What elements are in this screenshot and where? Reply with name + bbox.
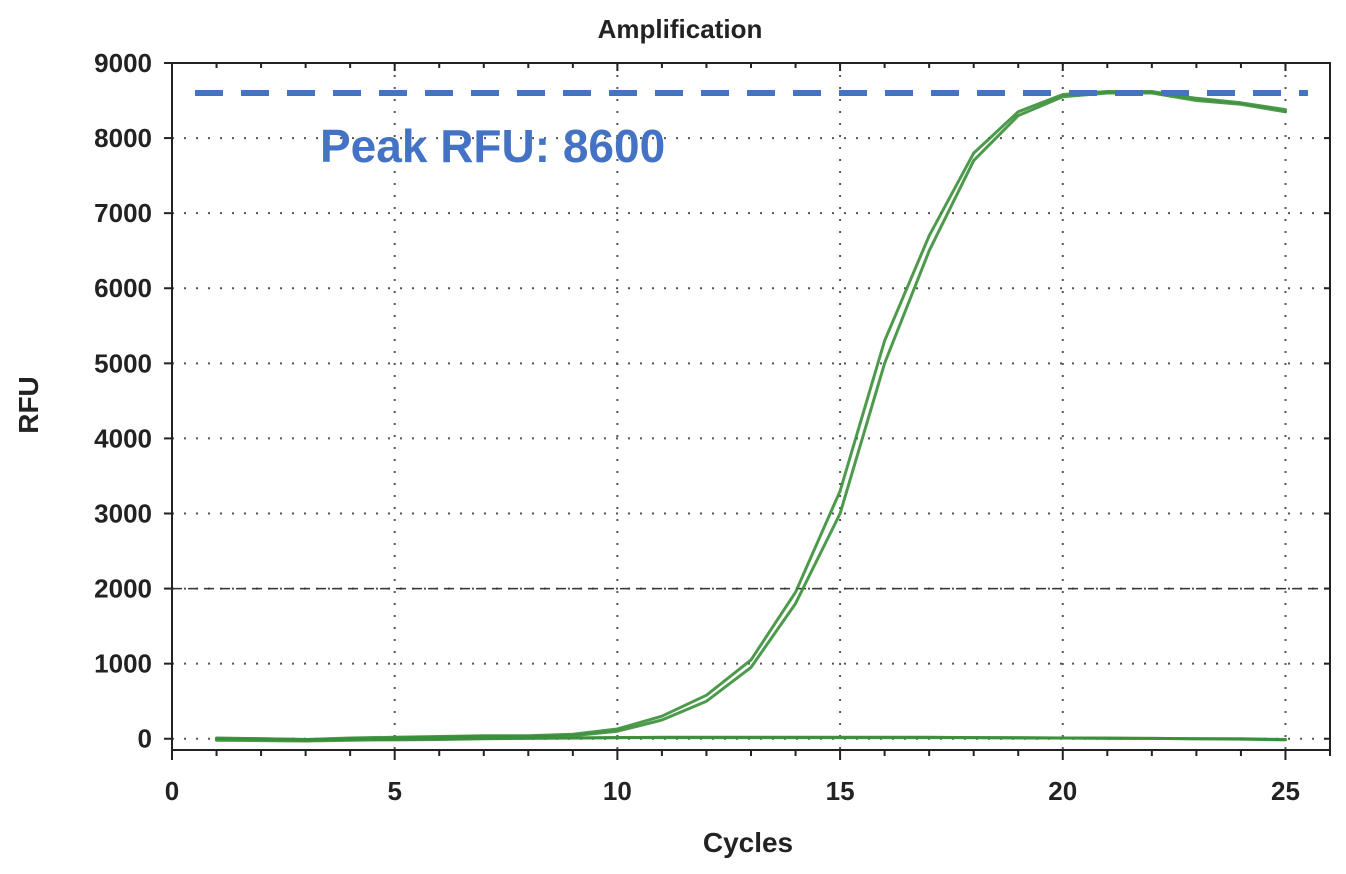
series-line-sample-2: [215, 90, 1287, 741]
y-axis-title: RFU: [13, 376, 44, 434]
x-tick-label: 25: [1271, 776, 1300, 806]
axis-ticks: 0 1000 2000 3000 4000 5000 6000 7000 8000 9000 0 5 1…: [94, 48, 1331, 806]
y-tick-label: 4000: [94, 423, 152, 453]
series-line-negative-control-2: [215, 735, 1287, 743]
y-tick-label: 6000: [94, 273, 152, 303]
annotation-group: Peak RFU: 8600: [195, 90, 1308, 172]
peak-rfu-label: Peak RFU: 8600: [320, 120, 665, 172]
x-tick-label: 15: [826, 776, 855, 806]
x-tick-label: 5: [387, 776, 401, 806]
y-tick-label: 3000: [94, 498, 152, 528]
y-tick-label: 9000: [94, 48, 152, 78]
x-tick-label: 20: [1048, 776, 1077, 806]
series-line-sample-1: [215, 91, 1287, 742]
y-tick-label: 0: [138, 724, 152, 754]
y-tick-label: 5000: [94, 348, 152, 378]
series-group: [215, 90, 1287, 743]
y-tick-label: 2000: [94, 574, 152, 604]
x-tick-label: 0: [165, 776, 179, 806]
y-tick-label: 8000: [94, 123, 152, 153]
chart-title: Amplification: [598, 14, 763, 44]
y-tick-label: 1000: [94, 649, 152, 679]
y-tick-label: 7000: [94, 198, 152, 228]
x-axis-title: Cycles: [703, 827, 793, 858]
x-tick-label: 10: [603, 776, 632, 806]
